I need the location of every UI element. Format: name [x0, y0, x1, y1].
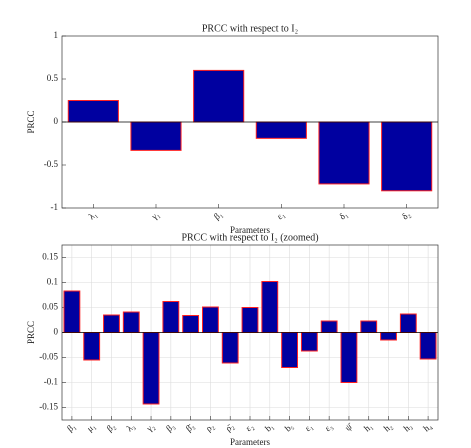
y-tick-label: 0 — [54, 116, 59, 126]
chart-title: PRCC with respect to I₂ (zoomed) — [181, 232, 318, 243]
y-tick-label: 0.5 — [47, 73, 59, 83]
y-axis-label: PRCC — [26, 110, 36, 133]
bar — [281, 332, 298, 368]
x-tick-label: ε₂ — [244, 421, 256, 433]
bar — [142, 332, 160, 405]
x-axis-label: Parameters — [230, 225, 270, 235]
y-tick-label: -1 — [51, 202, 59, 212]
x-tick-label: ε₁ — [303, 421, 315, 433]
bar — [63, 290, 81, 333]
bar — [419, 332, 437, 360]
x-axis-label: Parameters — [230, 437, 270, 447]
y-tick-label: 0.1 — [47, 277, 58, 287]
x-tick-label: ε₃ — [323, 421, 335, 433]
bar — [162, 301, 180, 333]
bar — [83, 332, 101, 361]
bar — [202, 306, 219, 333]
plot-frame — [61, 35, 439, 209]
bar — [318, 121, 370, 185]
y-axis-label: PRCC — [26, 321, 36, 344]
bar — [193, 69, 245, 123]
bar — [182, 315, 200, 333]
bar — [399, 313, 417, 333]
bar — [380, 332, 397, 341]
bar — [103, 314, 120, 333]
bar — [360, 320, 378, 333]
bar — [255, 121, 307, 139]
bar — [67, 100, 119, 123]
bar — [241, 307, 259, 333]
bar — [340, 332, 358, 383]
bar — [320, 320, 338, 333]
y-tick-label: -0.05 — [39, 352, 58, 362]
bar — [130, 121, 182, 151]
bar — [122, 311, 140, 333]
x-tick-label: ε₁ — [275, 209, 287, 221]
y-tick-label: 1 — [54, 30, 59, 40]
y-tick-label: 0.05 — [42, 302, 58, 312]
y-tick-label: 0.15 — [42, 252, 58, 262]
y-tick-label: -0.15 — [39, 402, 58, 412]
bar — [221, 332, 239, 364]
y-tick-label: -0.5 — [44, 159, 59, 169]
plot-frame — [61, 244, 439, 421]
chart-title: PRCC with respect to I₂ — [202, 23, 298, 34]
bar — [300, 332, 318, 352]
y-tick-label: -0.1 — [44, 377, 58, 387]
y-tick-label: 0 — [54, 327, 59, 337]
bar — [261, 281, 279, 333]
bar — [381, 121, 433, 192]
